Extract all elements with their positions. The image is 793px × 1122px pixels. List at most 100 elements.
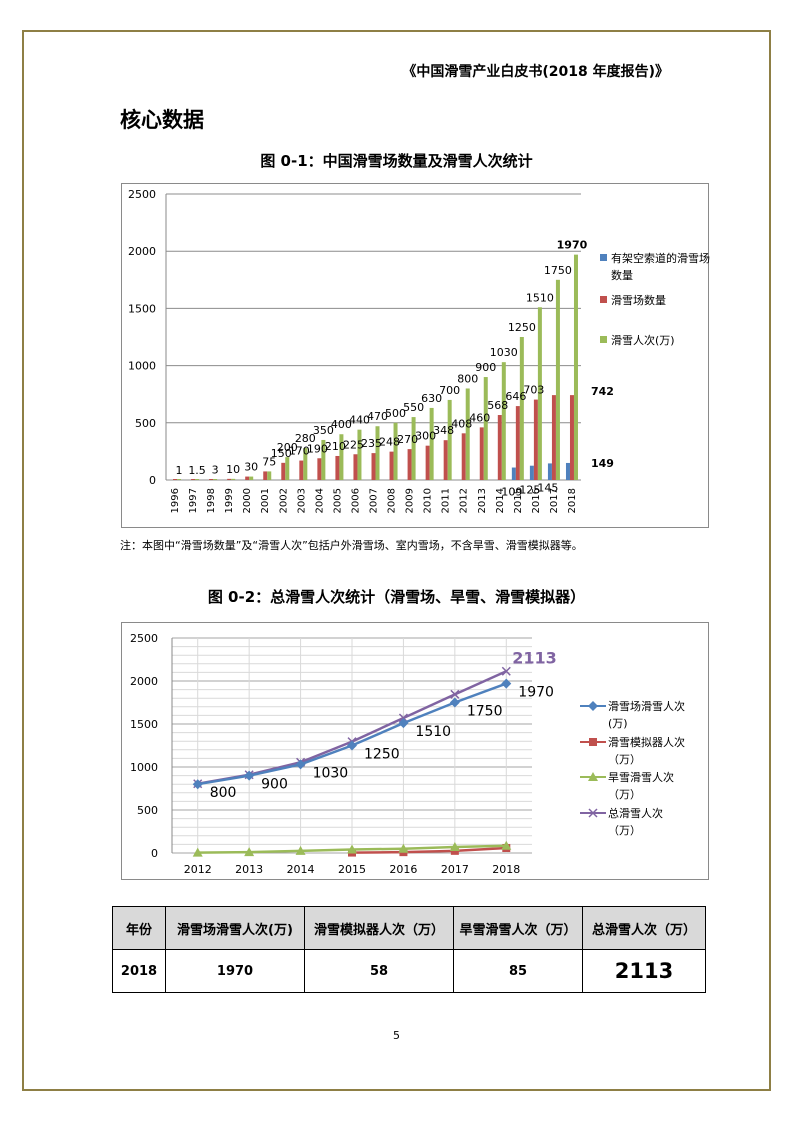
bar bbox=[425, 445, 430, 480]
data-label: 1970 bbox=[518, 685, 554, 701]
figure1-note: 注：本图中“滑雪场数量”及“滑雪人次”包括户外滑雪场、室内雪场，不含旱雪、滑雪模… bbox=[120, 539, 583, 552]
data-point-marker bbox=[501, 678, 512, 689]
bar bbox=[245, 476, 250, 480]
data-label: 348 bbox=[433, 424, 454, 437]
y-tick-label: 1500 bbox=[128, 302, 156, 315]
data-label: 2113 bbox=[512, 648, 557, 667]
legend-label: 滑雪模拟器人次（万） bbox=[608, 735, 685, 766]
y-tick-label: 2000 bbox=[130, 675, 158, 688]
bar bbox=[537, 307, 542, 480]
bar bbox=[511, 467, 516, 480]
x-tick-label: 2014 bbox=[287, 863, 315, 876]
data-label: 1250 bbox=[508, 321, 536, 334]
data-label: 150 bbox=[271, 447, 292, 460]
page-frame bbox=[22, 30, 771, 1091]
data-label: 1030 bbox=[490, 346, 518, 359]
data-point-marker bbox=[192, 779, 203, 790]
legend-label: 滑雪人次(万) bbox=[611, 333, 675, 347]
bar bbox=[335, 455, 340, 480]
data-label: 248 bbox=[379, 436, 400, 449]
data-label: 568 bbox=[487, 399, 508, 412]
bar bbox=[529, 465, 534, 480]
running-header: 《中国滑雪产业白皮书(2018 年度报告)》 bbox=[402, 64, 669, 80]
data-point-marker bbox=[589, 738, 597, 746]
y-tick-label: 2500 bbox=[128, 188, 156, 201]
bar bbox=[501, 362, 506, 480]
bar bbox=[443, 440, 448, 480]
x-tick-label: 2018 bbox=[492, 863, 520, 876]
data-label: 408 bbox=[451, 417, 472, 430]
data-label: 1.5 bbox=[188, 464, 206, 477]
bar bbox=[227, 478, 232, 480]
bar bbox=[565, 462, 570, 480]
bar bbox=[195, 479, 200, 480]
table-row: 2018 1970 58 85 2113 bbox=[112, 949, 706, 993]
bar bbox=[285, 457, 290, 480]
data-label: 3 bbox=[212, 464, 219, 477]
x-tick-label: 2018 bbox=[567, 488, 578, 513]
x-tick-label: 2011 bbox=[441, 488, 452, 513]
data-label: 200 bbox=[277, 441, 298, 454]
data-label: 1 bbox=[176, 464, 183, 477]
data-label: 1510 bbox=[526, 291, 554, 304]
data-label: 400 bbox=[331, 418, 352, 431]
y-tick-label: 500 bbox=[135, 417, 156, 430]
bar bbox=[281, 462, 286, 480]
data-point-marker bbox=[192, 847, 203, 857]
data-point-marker bbox=[450, 689, 460, 699]
legend-label: 旱雪滑雪人次（万） bbox=[608, 770, 674, 801]
bar bbox=[353, 454, 358, 480]
x-tick-label: 1999 bbox=[224, 488, 235, 513]
bar bbox=[497, 415, 502, 480]
data-point-marker bbox=[398, 718, 409, 729]
legend-label: 滑雪场滑雪人次(万) bbox=[608, 699, 685, 730]
data-label: 125 bbox=[519, 484, 540, 497]
x-tick-label: 2005 bbox=[332, 488, 343, 513]
data-point-marker bbox=[588, 701, 598, 711]
y-tick-label: 1000 bbox=[130, 761, 158, 774]
data-label: 460 bbox=[469, 411, 490, 424]
data-label: 630 bbox=[421, 392, 442, 405]
table-header-cell: 滑雪模拟器人次（万） bbox=[304, 906, 454, 950]
data-point-marker bbox=[449, 697, 460, 708]
x-tick-label: 2013 bbox=[235, 863, 263, 876]
x-tick-label: 2010 bbox=[423, 488, 434, 513]
data-label: 270 bbox=[397, 433, 418, 446]
data-label: 703 bbox=[523, 384, 544, 397]
bar bbox=[375, 426, 380, 480]
data-label: 440 bbox=[349, 414, 370, 427]
legend-swatch bbox=[600, 336, 607, 343]
bar bbox=[263, 471, 268, 480]
bar bbox=[173, 479, 178, 480]
x-tick-label: 2012 bbox=[184, 863, 212, 876]
bar bbox=[569, 395, 574, 480]
data-point-marker bbox=[244, 770, 255, 781]
data-label: 1750 bbox=[467, 704, 503, 720]
figure2-chart: 0 500 1000 1500 2000 2500 2012 2013 2014 2015 2016… bbox=[121, 622, 709, 880]
table-cell-year: 2018 bbox=[112, 949, 166, 993]
data-label: 550 bbox=[403, 401, 424, 414]
data-point-marker bbox=[398, 713, 408, 723]
data-label: 30 bbox=[244, 461, 258, 474]
data-point-marker bbox=[295, 759, 306, 770]
table-header-row: 年份 滑雪场滑雪人次(万) 滑雪模拟器人次（万） 旱雪滑雪人次（万） 总滑雪人次… bbox=[112, 906, 706, 950]
x-tick-label: 2015 bbox=[513, 488, 524, 513]
data-label: 500 bbox=[385, 407, 406, 420]
data-label: 10 bbox=[226, 463, 240, 476]
x-tick-label: 1996 bbox=[170, 488, 181, 513]
bar bbox=[447, 399, 452, 480]
x-tick-label: 1997 bbox=[188, 488, 199, 513]
data-label: 190 bbox=[307, 442, 328, 455]
table-header-cell: 旱雪滑雪人次（万） bbox=[453, 906, 583, 950]
x-tick-label: 2008 bbox=[387, 488, 398, 513]
bar bbox=[299, 460, 304, 480]
legend-label: 有架空索道的滑雪场数量 bbox=[611, 251, 710, 282]
bar bbox=[231, 478, 236, 480]
data-point-marker bbox=[295, 845, 306, 855]
table-cell-resort-visits: 1970 bbox=[165, 949, 305, 993]
legend-swatch bbox=[600, 296, 607, 303]
bar bbox=[407, 449, 412, 480]
bar bbox=[191, 479, 196, 480]
bar bbox=[213, 479, 218, 480]
